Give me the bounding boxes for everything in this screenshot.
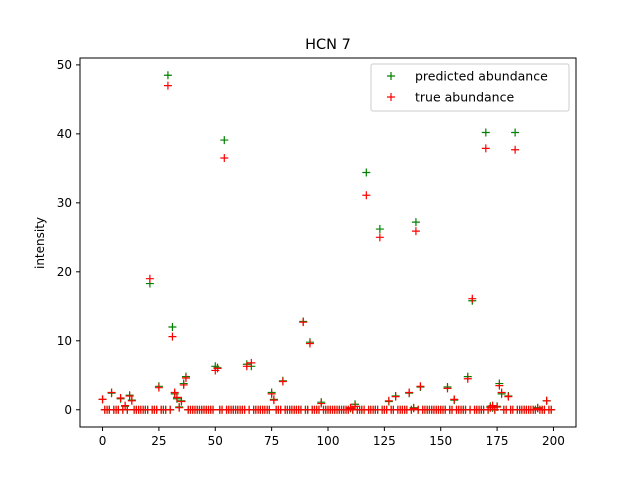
data-point-marker	[493, 402, 502, 411]
data-point-marker	[488, 401, 497, 410]
legend-marker-0	[387, 72, 395, 80]
y-tick-label: 40	[57, 127, 72, 141]
data-point-marker	[468, 294, 477, 303]
data-point-marker	[416, 382, 425, 391]
data-point-marker	[123, 405, 132, 414]
series-1	[98, 81, 556, 414]
legend: predicted abundance true abundance	[370, 63, 570, 112]
data-point-marker	[177, 397, 186, 406]
data-point-marker	[163, 81, 172, 90]
data-point-marker	[411, 218, 420, 227]
chart-title: HCN 7	[305, 37, 351, 53]
data-point-marker	[175, 403, 184, 412]
x-tick-label: 125	[373, 434, 396, 448]
data-point-marker	[504, 392, 513, 401]
x-tick-label: 75	[264, 434, 279, 448]
data-point-marker	[497, 388, 506, 397]
data-point-marker	[511, 128, 520, 137]
x-tick-label: 50	[208, 434, 223, 448]
data-point-marker	[107, 388, 116, 397]
data-point-marker	[127, 396, 136, 405]
data-point-marker	[463, 374, 472, 383]
data-point-marker	[542, 396, 551, 405]
data-point-marker	[220, 136, 229, 145]
data-point-marker	[450, 395, 459, 404]
y-tick-label: 20	[57, 265, 72, 279]
y-axis: 0 10 20 30 40 50	[57, 58, 80, 417]
data-point-marker	[121, 401, 130, 410]
data-point-marker	[481, 144, 490, 153]
data-point-marker	[362, 191, 371, 200]
data-point-marker	[154, 383, 163, 392]
data-point-marker	[247, 358, 256, 367]
data-point-marker	[166, 405, 175, 414]
legend-label-0: predicted abundance	[415, 69, 548, 84]
data-point-marker	[391, 392, 400, 401]
data-point-marker	[511, 145, 520, 154]
data-point-marker	[405, 388, 414, 397]
data-point-marker	[375, 233, 384, 242]
data-point-marker	[125, 391, 134, 400]
data-point-marker	[495, 381, 504, 390]
data-point-marker	[170, 388, 179, 397]
data-point-marker	[481, 128, 490, 137]
data-point-marker	[384, 396, 393, 405]
x-tick-label: 0	[99, 434, 107, 448]
data-point-marker	[299, 318, 308, 327]
data-point-marker	[267, 389, 276, 398]
data-point-marker	[409, 404, 418, 413]
data-point-marker	[220, 154, 229, 163]
y-tick-label: 10	[57, 334, 72, 348]
data-point-marker	[168, 322, 177, 331]
data-point-marker	[269, 396, 278, 405]
data-point-marker	[547, 405, 556, 414]
data-point-marker	[411, 227, 420, 236]
y-axis-label: intensity	[33, 217, 47, 269]
data-point-marker	[168, 332, 177, 341]
x-tick-label: 100	[317, 434, 340, 448]
plot-area-frame	[79, 57, 577, 428]
data-point-marker	[172, 393, 181, 402]
data-point-marker	[116, 394, 125, 403]
data-point-marker	[181, 374, 190, 383]
data-point-marker	[242, 362, 251, 371]
data-point-marker	[213, 364, 222, 373]
data-point-marker	[145, 274, 154, 283]
x-tick-label: 200	[542, 434, 565, 448]
data-point-marker	[179, 380, 188, 389]
data-point-marker	[375, 225, 384, 234]
data-point-marker	[163, 71, 172, 80]
series-0	[98, 71, 556, 414]
data-point-marker	[443, 384, 452, 393]
y-tick-label: 50	[57, 58, 72, 72]
x-tick-label: 150	[429, 434, 452, 448]
data-point-marker	[362, 168, 371, 177]
y-tick-label: 30	[57, 196, 72, 210]
legend-label-1: true abundance	[415, 90, 514, 105]
x-tick-label: 175	[486, 434, 509, 448]
data-point-marker	[305, 339, 314, 348]
data-point-marker	[317, 399, 326, 408]
x-axis: 0 25 50 75 100 125 150 175 200	[99, 427, 565, 448]
legend-box	[370, 63, 570, 112]
y-tick-label: 0	[64, 403, 72, 417]
x-tick-label: 25	[151, 434, 166, 448]
data-point-marker	[209, 405, 218, 414]
data-point-marker	[278, 377, 287, 386]
data-point-marker	[98, 395, 107, 404]
data-markers	[98, 71, 556, 414]
data-point-marker	[265, 405, 274, 414]
legend-marker-1	[387, 93, 395, 101]
